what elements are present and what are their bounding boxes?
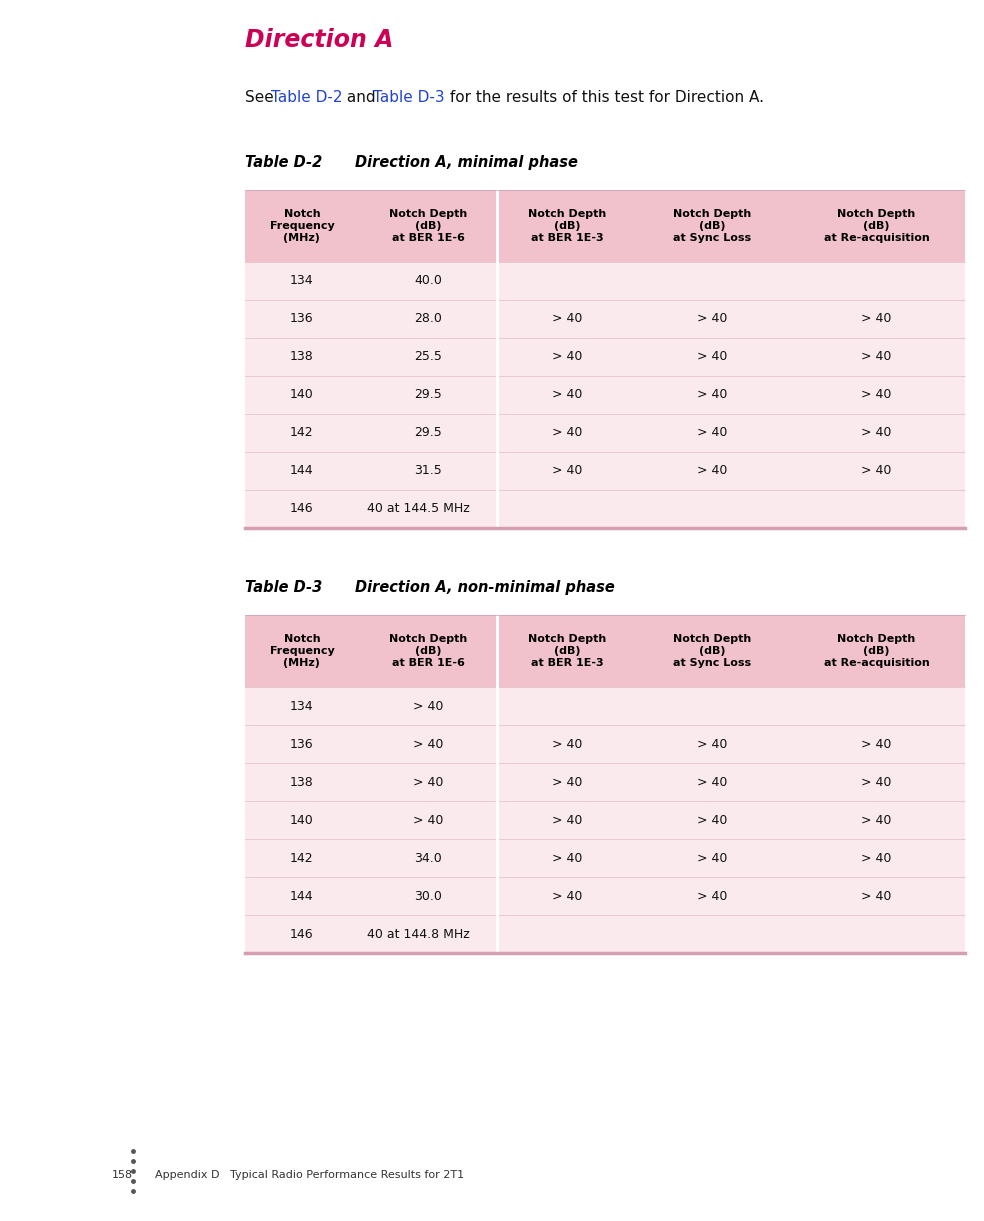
Text: Table D-2: Table D-2 — [245, 155, 322, 170]
Text: Notch
Frequency
(MHz): Notch Frequency (MHz) — [270, 635, 335, 668]
Text: 146: 146 — [290, 928, 314, 940]
Text: 28.0: 28.0 — [414, 313, 442, 326]
Text: 30.0: 30.0 — [414, 890, 442, 902]
Text: > 40: > 40 — [861, 737, 892, 751]
Text: 138: 138 — [290, 350, 314, 364]
Text: 142: 142 — [290, 426, 314, 440]
Text: Appendix D   Typical Radio Performance Results for 2T1: Appendix D Typical Radio Performance Res… — [155, 1170, 464, 1179]
Text: > 40: > 40 — [413, 775, 444, 789]
Text: Table D-2: Table D-2 — [271, 90, 342, 105]
Text: > 40: > 40 — [697, 851, 727, 864]
Text: Notch Depth
(dB)
at Re-acquisition: Notch Depth (dB) at Re-acquisition — [824, 635, 929, 668]
Text: > 40: > 40 — [552, 813, 583, 827]
Text: > 40: > 40 — [861, 313, 892, 326]
Text: 40.0: 40.0 — [414, 275, 442, 287]
Text: Direction A: Direction A — [245, 28, 394, 53]
Text: Notch Depth
(dB)
at BER 1E-3: Notch Depth (dB) at BER 1E-3 — [528, 635, 606, 668]
Text: > 40: > 40 — [697, 775, 727, 789]
Text: > 40: > 40 — [697, 737, 727, 751]
Text: > 40: > 40 — [552, 737, 583, 751]
Text: 134: 134 — [290, 275, 314, 287]
Text: > 40: > 40 — [697, 813, 727, 827]
Text: > 40: > 40 — [413, 813, 444, 827]
Text: 31.5: 31.5 — [414, 464, 442, 477]
Text: > 40: > 40 — [861, 813, 892, 827]
Text: Notch Depth
(dB)
at Re-acquisition: Notch Depth (dB) at Re-acquisition — [824, 209, 929, 243]
Text: > 40: > 40 — [552, 851, 583, 864]
Text: 25.5: 25.5 — [414, 350, 442, 364]
Text: Notch Depth
(dB)
at Sync Loss: Notch Depth (dB) at Sync Loss — [673, 635, 752, 668]
Text: 34.0: 34.0 — [414, 851, 442, 864]
Text: > 40: > 40 — [552, 464, 583, 477]
Bar — [245, 615, 965, 687]
Text: Notch Depth
(dB)
at Sync Loss: Notch Depth (dB) at Sync Loss — [673, 209, 752, 243]
Text: > 40: > 40 — [552, 350, 583, 364]
Text: 158: 158 — [112, 1170, 133, 1179]
Text: > 40: > 40 — [861, 426, 892, 440]
Text: > 40: > 40 — [552, 426, 583, 440]
Text: 29.5: 29.5 — [414, 426, 442, 440]
Text: > 40: > 40 — [552, 775, 583, 789]
Text: > 40: > 40 — [413, 700, 444, 713]
Text: 40 at 144.5 MHz: 40 at 144.5 MHz — [367, 503, 469, 515]
Text: > 40: > 40 — [697, 313, 727, 326]
Text: Notch Depth
(dB)
at BER 1E-3: Notch Depth (dB) at BER 1E-3 — [528, 209, 606, 243]
Text: Notch Depth
(dB)
at BER 1E-6: Notch Depth (dB) at BER 1E-6 — [389, 635, 467, 668]
Text: > 40: > 40 — [861, 464, 892, 477]
Bar — [245, 190, 965, 263]
Text: Table D-3: Table D-3 — [245, 580, 322, 595]
Text: > 40: > 40 — [697, 350, 727, 364]
Text: > 40: > 40 — [861, 388, 892, 402]
Text: 146: 146 — [290, 503, 314, 515]
Text: for the results of this test for Direction A.: for the results of this test for Directi… — [445, 90, 764, 105]
Text: > 40: > 40 — [413, 737, 444, 751]
Text: Notch
Frequency
(MHz): Notch Frequency (MHz) — [270, 209, 335, 243]
Text: Direction A, non-minimal phase: Direction A, non-minimal phase — [355, 580, 615, 595]
Bar — [496, 190, 499, 527]
Text: > 40: > 40 — [697, 388, 727, 402]
Text: > 40: > 40 — [697, 426, 727, 440]
Text: See: See — [245, 90, 278, 105]
Text: > 40: > 40 — [697, 464, 727, 477]
Text: 140: 140 — [290, 388, 314, 402]
Text: > 40: > 40 — [697, 890, 727, 902]
Text: 144: 144 — [290, 890, 314, 902]
Text: 134: 134 — [290, 700, 314, 713]
Text: > 40: > 40 — [552, 388, 583, 402]
Text: 142: 142 — [290, 851, 314, 864]
Text: 40 at 144.8 MHz: 40 at 144.8 MHz — [367, 928, 469, 940]
Text: > 40: > 40 — [861, 350, 892, 364]
Text: > 40: > 40 — [552, 890, 583, 902]
Text: > 40: > 40 — [861, 851, 892, 864]
Text: 136: 136 — [290, 737, 314, 751]
Text: 140: 140 — [290, 813, 314, 827]
Bar — [245, 615, 965, 954]
Bar — [496, 615, 499, 954]
Text: 29.5: 29.5 — [414, 388, 442, 402]
Text: 144: 144 — [290, 464, 314, 477]
Text: Direction A, minimal phase: Direction A, minimal phase — [355, 155, 578, 170]
Text: > 40: > 40 — [861, 890, 892, 902]
Text: and: and — [342, 90, 381, 105]
Text: > 40: > 40 — [861, 775, 892, 789]
Text: 136: 136 — [290, 313, 314, 326]
Text: 138: 138 — [290, 775, 314, 789]
Text: > 40: > 40 — [552, 313, 583, 326]
Text: Notch Depth
(dB)
at BER 1E-6: Notch Depth (dB) at BER 1E-6 — [389, 209, 467, 243]
Bar — [245, 190, 965, 527]
Text: Table D-3: Table D-3 — [373, 90, 445, 105]
